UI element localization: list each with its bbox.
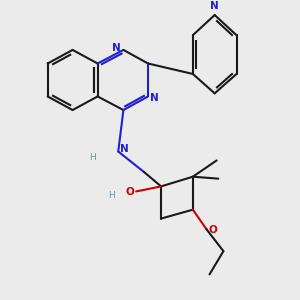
Text: H: H: [89, 153, 96, 162]
Text: N: N: [150, 93, 159, 103]
Text: N: N: [112, 43, 121, 53]
Text: N: N: [120, 144, 128, 154]
Text: N: N: [210, 1, 219, 11]
Text: O: O: [126, 187, 134, 197]
Text: H: H: [108, 191, 115, 200]
Text: O: O: [208, 225, 217, 235]
